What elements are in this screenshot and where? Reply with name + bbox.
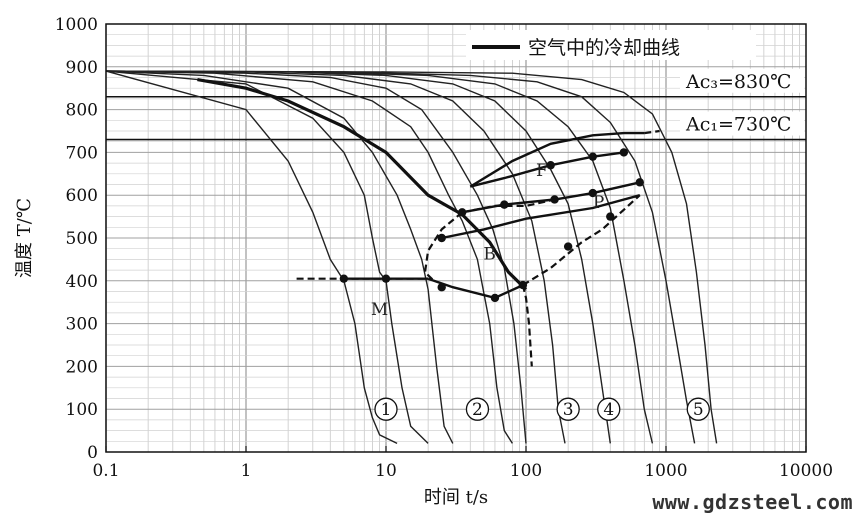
transformation-point <box>381 274 391 283</box>
x-axis-label: 时间 t/s <box>424 487 488 508</box>
curve-label: 5 <box>693 400 704 420</box>
y-tick-label: 100 <box>66 400 98 420</box>
transformation-point <box>619 148 629 157</box>
x-tick-label: 0.1 <box>92 461 119 481</box>
transformation-point <box>437 283 446 292</box>
transformation-dashed-line <box>644 129 660 135</box>
annotations: Ac₃=830℃ Ac₁=730℃ <box>680 68 804 136</box>
cooling-curve <box>105 70 527 444</box>
transformation-point <box>588 188 597 198</box>
transformation-point <box>457 208 467 217</box>
y-tick-label: 1000 <box>55 15 98 35</box>
region-label: M <box>371 300 388 320</box>
y-tick-label: 400 <box>66 272 98 292</box>
temperature-lines <box>106 95 806 141</box>
transformation-line <box>427 277 524 300</box>
annotation-background <box>680 111 804 136</box>
transformation-point <box>490 293 500 303</box>
x-tick-label: 1 <box>241 461 252 481</box>
cooling-curve <box>105 70 696 444</box>
transformation-point <box>518 280 528 290</box>
x-tick-label: 100 <box>510 461 542 481</box>
curve-label-circle <box>465 397 490 421</box>
legend: 空气中的冷却曲线 <box>466 30 756 60</box>
region-labels: F P B M <box>371 161 604 320</box>
cooling-curve <box>105 70 454 444</box>
x-tick-label: 1000 <box>644 461 687 481</box>
cooling-curve <box>105 70 718 444</box>
watermark: www.gdzsteel.com <box>652 490 853 514</box>
annotation-label: Ac₃=830℃ <box>685 71 791 93</box>
curve-label-circle <box>374 397 398 421</box>
curve-label-circle <box>686 397 710 421</box>
transformation-dashed-line <box>423 211 463 282</box>
cooling-curve <box>105 70 654 444</box>
transformation-point <box>339 274 349 283</box>
region-label: P <box>593 193 604 213</box>
y-tick-label: 900 <box>66 58 98 78</box>
transformation-point <box>563 242 573 251</box>
cooling-curves <box>105 70 718 445</box>
cooling-curve <box>105 70 429 444</box>
transformation-point <box>437 233 446 243</box>
transformation-point <box>606 212 615 221</box>
region-label: F <box>536 161 548 181</box>
y-tick-label: 200 <box>66 357 98 377</box>
region-label: B <box>483 244 496 264</box>
x-tick-label: 10000 <box>779 461 833 481</box>
curve-labels: 1 2 3 4 5 <box>374 397 710 421</box>
plot-frame <box>105 23 807 453</box>
legend-label: 空气中的冷却曲线 <box>528 37 680 59</box>
transformation-point <box>500 200 509 209</box>
annotation-background <box>680 68 804 93</box>
y-axis-label: 温度 T/℃ <box>14 198 35 278</box>
cooling-curve <box>105 70 566 444</box>
curve-label-circle <box>597 397 621 421</box>
x-tick-label: 10 <box>375 461 397 481</box>
air-cooling-curve <box>197 78 528 291</box>
y-tick-label: 500 <box>66 229 98 249</box>
curve-label: 1 <box>381 400 392 420</box>
tick-labels: 0.1 1 10 100 1000 10000 0 100 200 300 400 500 600 700… <box>55 15 833 481</box>
transformation-dashed-line <box>461 198 555 214</box>
transformation-point <box>588 152 597 161</box>
transformation-point <box>550 195 559 204</box>
curve-label: 4 <box>603 400 614 420</box>
transformation-dashed-line <box>522 194 641 287</box>
curve-label: 3 <box>563 400 574 420</box>
transformation-point <box>546 161 555 170</box>
y-tick-label: 800 <box>66 101 98 121</box>
curve-label-circle <box>556 397 580 421</box>
transformation-dashed-line <box>521 284 533 367</box>
y-tick-label: 600 <box>66 186 98 206</box>
curve-label: 2 <box>472 400 483 420</box>
transformation-line <box>469 131 645 188</box>
transformation-line <box>441 194 641 240</box>
cooling-curve <box>105 70 513 444</box>
y-tick-label: 700 <box>66 143 98 163</box>
markers <box>339 148 645 303</box>
transformation-point <box>635 178 645 187</box>
y-tick-label: 300 <box>66 315 98 335</box>
y-tick-label: 0 <box>87 443 98 463</box>
annotation-label: Ac₁=730℃ <box>685 114 791 136</box>
